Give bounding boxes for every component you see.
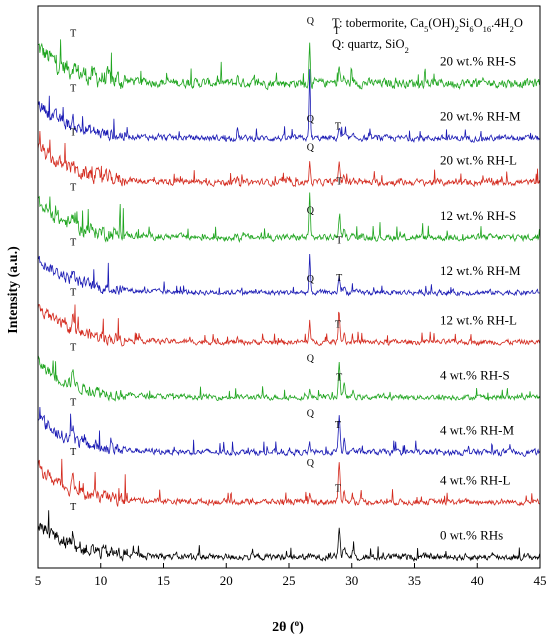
- series-line: [37, 253, 541, 297]
- series-line: [37, 406, 541, 457]
- peak-marker: Q: [307, 0, 315, 2]
- peak-marker: T: [334, 26, 340, 37]
- peak-marker: T: [70, 287, 76, 298]
- series-label: 4 wt.% RH-M: [440, 423, 514, 438]
- peak-marker: T: [335, 420, 341, 431]
- x-ticks: 5 10 15 20 25 30 35 40 45: [35, 563, 547, 588]
- x-tick-label: 20: [220, 573, 233, 588]
- series-label: 12 wt.% RH-S: [440, 208, 516, 223]
- peak-marker: Q: [307, 353, 315, 364]
- peak-marker: T: [336, 373, 342, 384]
- series-label: 20 wt.% RH-S: [440, 54, 516, 69]
- peak-marker: Q: [307, 205, 315, 216]
- x-axis-title: 2θ (o): [272, 618, 304, 635]
- peak-marker: T: [336, 176, 342, 187]
- peak-marker: T: [70, 83, 76, 94]
- series-line: [37, 355, 541, 402]
- legend-quartz: Q: quartz, SiO2: [332, 37, 409, 55]
- series-label: 12 wt.% RH-L: [440, 312, 517, 327]
- series-line: [37, 130, 541, 188]
- series-line: [37, 510, 541, 562]
- peak-marker: T: [335, 320, 341, 331]
- series-label: 0 wt.% RHs: [440, 527, 503, 542]
- peak-marker: Q: [307, 458, 315, 469]
- peak-marker: T: [335, 121, 341, 132]
- peak-marker: T: [70, 127, 76, 138]
- series-line: [37, 192, 541, 243]
- peak-marker: T: [70, 502, 76, 513]
- x-tick-label: 45: [534, 573, 547, 588]
- x-tick-label: 15: [157, 573, 170, 588]
- peak-marker: T: [335, 484, 341, 495]
- peak-markers: T Q T T Q T Q T T Q T T Q T T Q T T Q T T Q T T Q T T T: [70, 0, 342, 513]
- series-labels: 20 wt.% RH-S 20 wt.% RH-M 20 wt.% RH-L 12 w…: [440, 54, 521, 543]
- series-curves: [37, 39, 541, 562]
- peak-marker: T: [70, 447, 76, 458]
- peak-marker: Q: [307, 408, 315, 419]
- peak-marker: T: [336, 236, 342, 247]
- peak-marker: T: [70, 342, 76, 353]
- peak-marker: Q: [307, 114, 315, 125]
- legend: T: tobermorite, Ca5(OH)2Si6O16.4H2O Q: q…: [332, 16, 523, 55]
- series-label: 20 wt.% RH-L: [440, 153, 517, 168]
- y-axis-title: Intensity (a.u.): [6, 246, 21, 334]
- peak-marker: T: [70, 238, 76, 249]
- series-line: [37, 458, 541, 507]
- series-line: [37, 304, 541, 347]
- series-label: 4 wt.% RH-L: [440, 472, 510, 487]
- series-label: 12 wt.% RH-M: [440, 263, 521, 278]
- peak-marker: T: [336, 273, 342, 284]
- series-label: 20 wt.% RH-M: [440, 109, 521, 124]
- x-tick-label: 25: [283, 573, 296, 588]
- peak-marker: Q: [307, 16, 315, 27]
- x-tick-label: 40: [471, 573, 484, 588]
- x-tick-label: 35: [408, 573, 421, 588]
- series-line: [37, 69, 541, 143]
- series-label: 4 wt.% RH-S: [440, 368, 510, 383]
- x-tick-label: 10: [94, 573, 107, 588]
- peak-marker: T: [70, 397, 76, 408]
- series-line: [37, 39, 541, 91]
- peak-marker: T: [70, 183, 76, 194]
- x-tick-label: 5: [35, 573, 42, 588]
- x-tick-label: 30: [345, 573, 358, 588]
- peak-marker: Q: [307, 142, 315, 153]
- peak-marker: Q: [307, 274, 315, 285]
- peak-marker: T: [70, 28, 76, 39]
- legend-tobermorite: T: tobermorite, Ca5(OH)2Si6O16.4H2O: [332, 16, 523, 34]
